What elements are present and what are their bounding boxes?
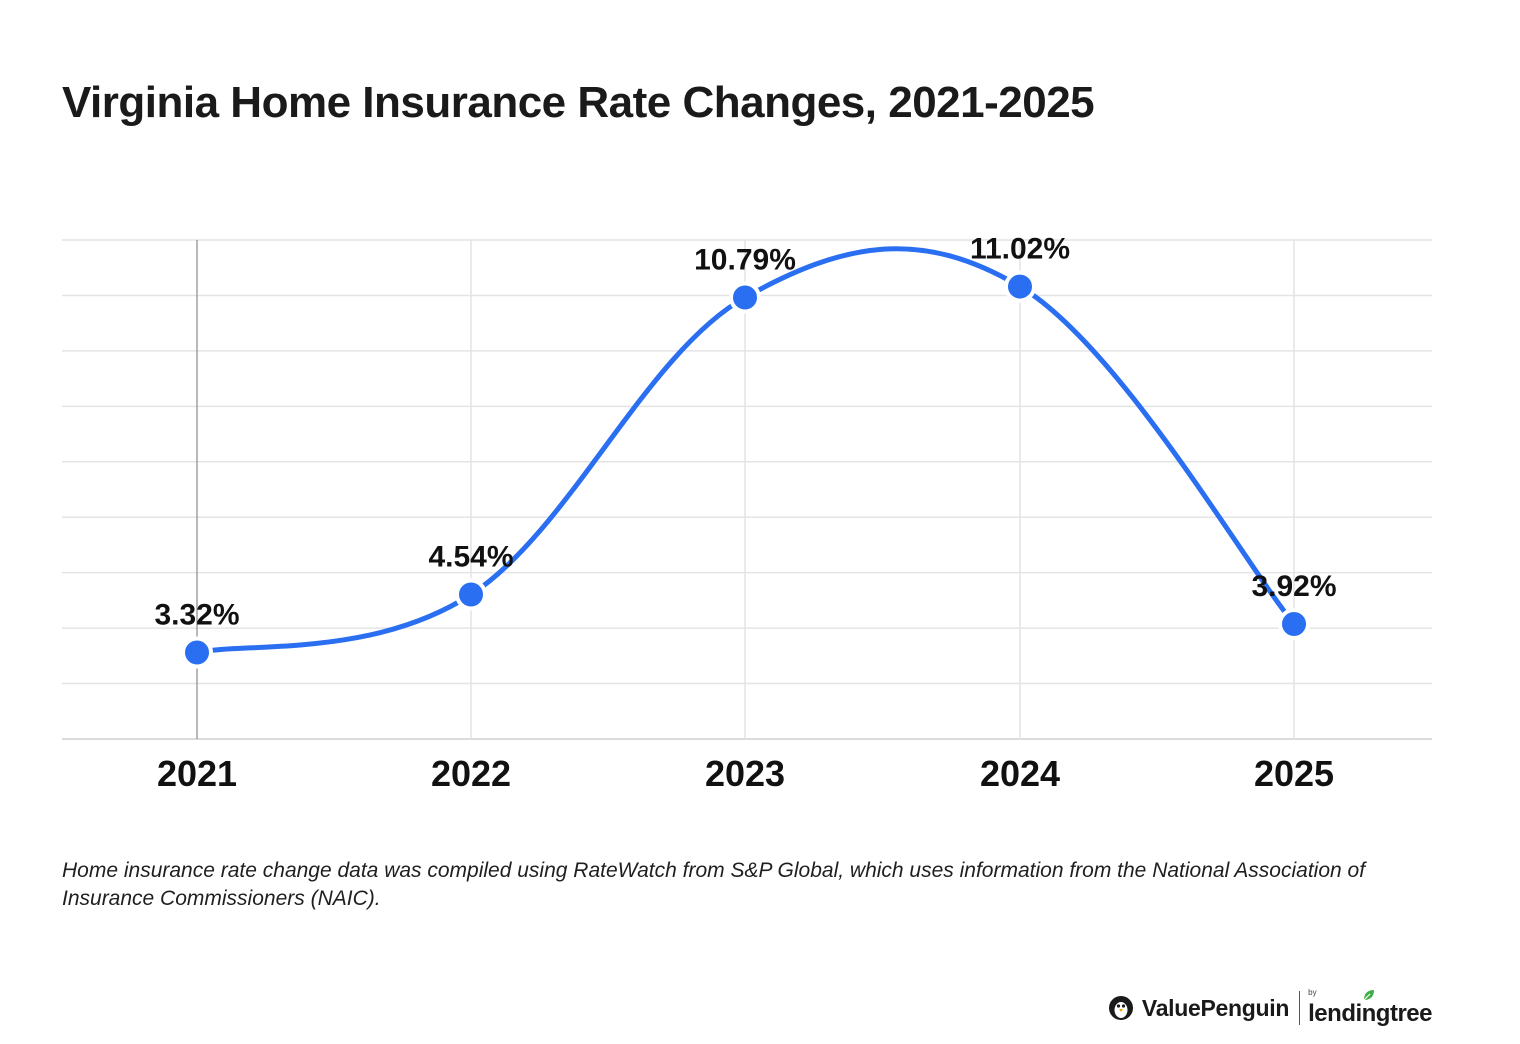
line-chart: 2021 2022 2023 2024 2025 3.32% 4.54% 10.79% 11.0… [62,233,1432,794]
brand-valuepenguin: ValuePenguin [1141,994,1290,1021]
footnote: Home insurance rate change data was comp… [62,859,1366,910]
brand-lendingtree: lendingtree [1308,1000,1432,1027]
chart-title: Virginia Home Insurance Rate Changes, 20… [62,78,1095,127]
x-tick-label: 2025 [1254,753,1334,794]
data-point [1004,270,1036,303]
data-point [729,281,761,314]
x-tick-label: 2022 [431,753,511,794]
brand-logo: ValuePenguin by lendingtree [1108,986,1432,1030]
data-point [181,636,213,669]
data-label: 3.32% [154,599,239,632]
data-label: 4.54% [428,541,513,574]
data-label: 10.79% [694,244,796,277]
leaf-icon [1363,990,1374,1001]
brand-divider [1299,991,1301,1025]
x-tick-label: 2023 [705,753,785,794]
data-point [1278,607,1310,640]
data-label: 11.02% [970,233,1070,266]
brand-lendingtree-wrap: by lendingtree [1308,988,1432,1028]
brand-by: by [1308,988,1317,997]
x-tick-label: 2021 [157,753,237,794]
penguin-icon [1108,996,1133,1020]
x-tick-label: 2024 [980,753,1060,794]
data-point [455,578,487,611]
data-label: 3.92% [1251,570,1336,603]
